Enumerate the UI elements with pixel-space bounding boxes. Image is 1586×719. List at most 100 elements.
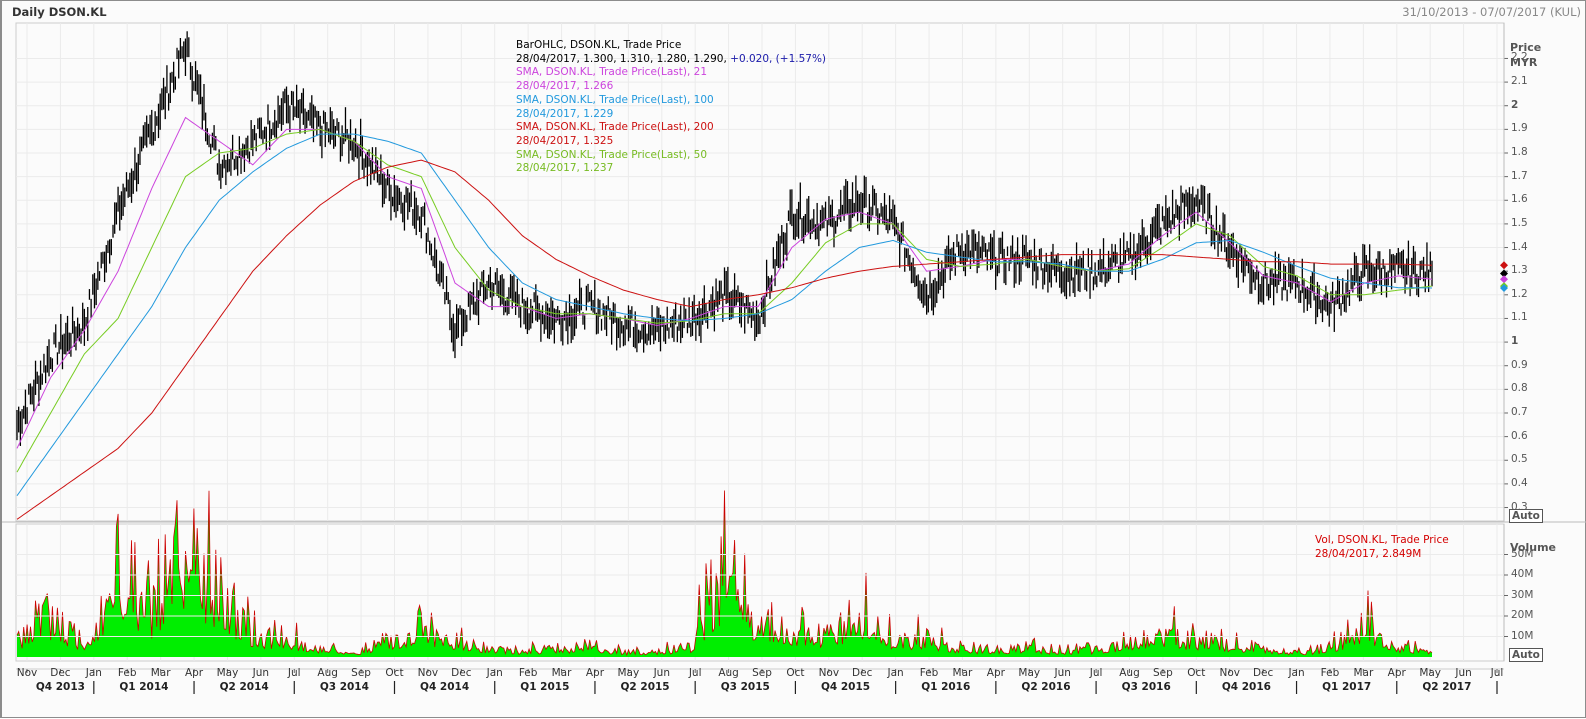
month-label: Sep [351, 667, 371, 679]
quarter-label: Q3 2015 [720, 681, 770, 693]
quarter-label: Q1 2017 [1322, 681, 1372, 693]
last-value-marker [1500, 261, 1508, 270]
month-label: Jul [1490, 667, 1504, 679]
month-label: Jul [688, 667, 702, 679]
sma21-legend-value: 28/04/2017, 1.266 [516, 80, 614, 93]
quarter-label: Q2 2016 [1021, 681, 1071, 693]
month-label: Mar [150, 667, 171, 679]
sma100-legend-value: 28/04/2017, 1.229 [516, 107, 614, 120]
month-label: Jan [887, 667, 904, 679]
month-label: Jan [486, 667, 503, 679]
date-range: 31/10/2013 - 07/07/2017 (KUL) [1402, 5, 1581, 19]
sma100-line [16, 133, 1433, 496]
quarter-label: Q2 2014 [219, 681, 269, 693]
month-label: Dec [1252, 667, 1274, 679]
volume-legend: Vol, DSON.KL, Trade Price 28/04/2017, 2.… [1315, 534, 1449, 561]
last-value-marker [1500, 275, 1508, 284]
ohlc-change: +0.020, (+1.57%) [730, 52, 827, 65]
price-tick-label: 2.1 [1511, 75, 1528, 88]
month-label: Apr [1387, 667, 1406, 679]
price-tick-label: 0.8 [1511, 382, 1528, 395]
month-label: Jun [252, 667, 270, 679]
month-label: May [1419, 667, 1442, 679]
month-label: Apr [585, 667, 605, 679]
price-tick-label: 0.7 [1511, 405, 1528, 418]
price-auto-scale-button[interactable]: Auto [1509, 509, 1543, 523]
month-label: Dec [852, 667, 873, 679]
quarter-label: Q4 2016 [1221, 681, 1271, 693]
price-tick-label: 0.6 [1511, 429, 1528, 442]
month-label: May [216, 667, 239, 679]
month-label: Apr [986, 667, 1005, 679]
volume-axis-title: Volume [1510, 541, 1556, 554]
volume-tick-label: 30M [1511, 588, 1534, 601]
quarter-label: Q2 2017 [1422, 681, 1472, 693]
month-label: Feb [1320, 667, 1340, 679]
volume-tick-label: 20M [1511, 609, 1534, 621]
sma21-legend-title: SMA, DSON.KL, Trade Price(Last), 21 [516, 66, 707, 79]
price-tick-label: 1.2 [1511, 287, 1528, 300]
month-label: Oct [385, 667, 404, 679]
price-tick-label: 2.2 [1511, 51, 1528, 64]
month-label: Mar [952, 667, 973, 679]
sma50-legend-value: 28/04/2017, 1.237 [516, 162, 614, 175]
month-label: Jun [653, 667, 670, 679]
volume-tick-label: 10M [1511, 629, 1534, 642]
quarter-label: Q1 2014 [119, 681, 169, 693]
price-tick-label: 1.9 [1511, 122, 1528, 135]
price-tick-label: 1.6 [1511, 193, 1528, 206]
price-tick-label: 1.7 [1511, 169, 1528, 182]
price-tick-label: 1.4 [1511, 240, 1528, 253]
sma50-legend-title: SMA, DSON.KL, Trade Price(Last), 50 [516, 148, 707, 161]
price-tick-label: 1.1 [1511, 311, 1528, 324]
volume-tick-label: 50M [1511, 547, 1534, 560]
month-label: Feb [919, 667, 939, 679]
month-label: Jun [1455, 667, 1472, 679]
sma200-legend-value: 28/04/2017, 1.325 [516, 134, 614, 147]
month-label: Oct [786, 667, 805, 679]
month-label: May [1018, 667, 1041, 679]
month-label: Aug [1119, 667, 1140, 679]
quarter-label: Q1 2015 [520, 681, 570, 693]
price-tick-label: 1.5 [1511, 216, 1528, 229]
price-tick-label: 0.3 [1511, 500, 1528, 513]
price-tick-label: 1 [1511, 335, 1519, 348]
price-tick-label: 0.5 [1511, 453, 1528, 466]
month-label: Nov [417, 667, 439, 679]
sma200-legend-title: SMA, DSON.KL, Trade Price(Last), 200 [516, 121, 714, 134]
month-label: Mar [1353, 667, 1374, 679]
quarter-label: Q2 2015 [620, 681, 670, 693]
month-label: Jan [85, 667, 102, 679]
month-label: Jun [1054, 667, 1071, 679]
month-label: Jul [1089, 667, 1103, 679]
volume-legend-title: Vol, DSON.KL, Trade Price [1315, 534, 1449, 546]
month-label: Sep [1153, 667, 1173, 679]
month-label: Nov [1219, 667, 1240, 679]
volume-auto-scale-button[interactable]: Auto [1509, 648, 1543, 662]
price-tick-label: 0.4 [1511, 476, 1528, 489]
price-axis-title: Price [1510, 41, 1542, 54]
price-legend: BarOHLC, DSON.KL, Trade Price 28/04/2017… [516, 39, 826, 176]
month-label: Apr [184, 667, 204, 679]
volume-legend-value: 28/04/2017, 2.849M [1315, 547, 1422, 560]
quarter-label: Q4 2014 [420, 681, 470, 693]
ohlc-values: 28/04/2017, 1.300, 1.310, 1.280, 1.290, [516, 52, 727, 65]
month-label: Aug [317, 667, 338, 679]
month-label: Oct [1187, 667, 1206, 679]
price-tick-label: 2 [1511, 98, 1519, 111]
month-label: Sep [752, 667, 772, 679]
volume-line [16, 490, 1433, 657]
quarter-label: Q4 2015 [820, 681, 871, 693]
sma200-line [16, 159, 1433, 520]
volume-tick-label: 40M [1511, 568, 1534, 580]
month-label: Jan [1288, 667, 1305, 679]
ohlc-legend-title: BarOHLC, DSON.KL, Trade Price [516, 39, 682, 51]
month-label: May [617, 667, 640, 679]
quarter-label: Q4 2013 [35, 681, 85, 693]
month-label: Nov [818, 667, 840, 679]
price-axis-currency: MYR [1510, 56, 1538, 69]
month-label: Dec [451, 667, 472, 679]
month-label: Jul [287, 667, 301, 679]
